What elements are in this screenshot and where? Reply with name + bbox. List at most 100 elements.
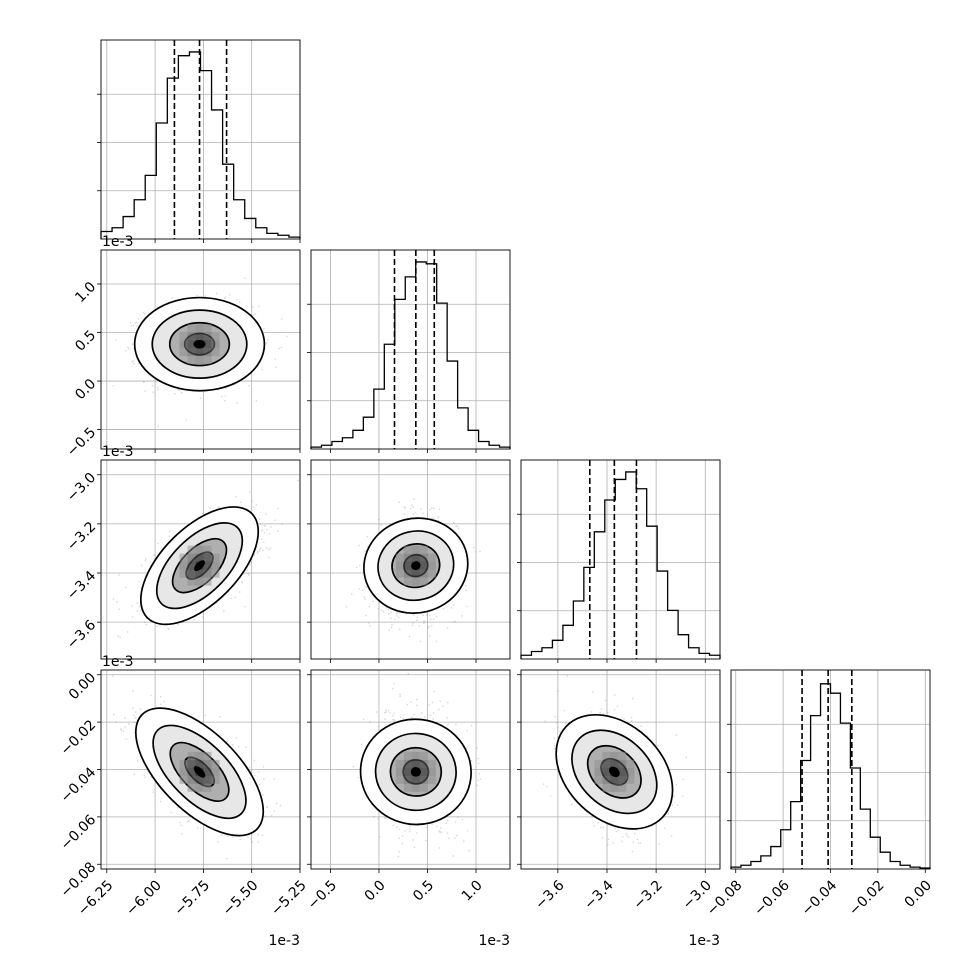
density-cell: [403, 577, 412, 586]
density-cell: [419, 759, 428, 768]
axes-frame: [730, 669, 931, 870]
y-offset-label: 1e-3: [102, 234, 133, 250]
density-cell: [195, 759, 204, 768]
density-cell: [618, 775, 627, 784]
density-cell: [195, 324, 204, 333]
density-cell: [179, 767, 188, 776]
axes-frame: [310, 669, 511, 870]
density-cell: [395, 553, 404, 562]
density-cell: [618, 767, 627, 776]
density-cell: [179, 553, 188, 562]
density-cell: [610, 775, 619, 784]
hist-panel-2: [517, 459, 721, 663]
axes-frame: [310, 459, 511, 660]
x-tick-label: 1.0: [459, 877, 486, 904]
density-cell: [203, 783, 212, 792]
density-cell: [411, 545, 420, 554]
x-tick-label: −0.06: [751, 877, 793, 919]
density-cell: [395, 561, 404, 570]
density-cell: [211, 775, 220, 784]
x-tick-label: 0.5: [410, 877, 437, 904]
density-cell: [203, 759, 212, 768]
density-cell: [419, 545, 428, 554]
y-tick-label: −0.04: [58, 764, 100, 806]
density-cell: [211, 332, 220, 341]
density-peak: [410, 767, 421, 777]
density-cell: [187, 751, 196, 760]
density-cell: [187, 332, 196, 341]
hist-panel-3: [727, 669, 931, 873]
density-cell: [610, 759, 619, 768]
density-cell: [411, 783, 420, 792]
density-cell: [427, 561, 436, 570]
density-cell: [395, 569, 404, 578]
density-cell: [187, 577, 196, 586]
y-tick-label: 0.0: [72, 376, 99, 403]
density-cell: [203, 348, 212, 357]
y-tick-label: 0.5: [72, 327, 99, 354]
density-cell: [195, 332, 204, 341]
density-cell: [203, 561, 212, 570]
density-cell: [203, 553, 212, 562]
density-cell: [411, 577, 420, 586]
y-tick-label: 1.0: [72, 279, 99, 306]
x-tick-label: −3.6: [532, 877, 567, 912]
y-offset-label: 1e-3: [102, 444, 133, 460]
density-cell: [179, 569, 188, 578]
density-cell: [179, 759, 188, 768]
density-cell: [403, 553, 412, 562]
panel-content: [311, 460, 510, 659]
panel-content: [101, 250, 300, 449]
density-cell: [618, 759, 627, 768]
x-tick-label: −3.2: [631, 877, 666, 912]
density-cell: [602, 759, 611, 768]
x-tick-label: −0.04: [799, 877, 841, 919]
offset-labels: 1e-3 1e-3 1e-3 1e-3 1e-3 1e-3: [102, 234, 720, 949]
density-cell: [187, 775, 196, 784]
density-cell: [211, 348, 220, 357]
hist-panel-0: [97, 39, 301, 243]
panel-content: [311, 670, 510, 869]
x-tick-label: 0.0: [362, 877, 389, 904]
panel-content: [101, 460, 300, 659]
density-cell: [211, 553, 220, 562]
density-cell: [427, 759, 436, 768]
density-cell: [626, 759, 635, 768]
histogram-step: [310, 261, 511, 449]
density-cell: [187, 356, 196, 365]
density-cell: [195, 553, 204, 562]
axes-frame: [520, 669, 721, 870]
density-cell: [203, 332, 212, 341]
x-tick-label: −0.02: [846, 877, 888, 919]
density-peak: [194, 560, 205, 572]
x-tick-label: −0.08: [704, 877, 746, 919]
density-cell: [411, 751, 420, 760]
histogram-step: [730, 683, 931, 869]
density-cell: [211, 561, 220, 570]
density-cell: [203, 577, 212, 586]
density-cell: [411, 759, 420, 768]
density-cell: [602, 783, 611, 792]
density-cell: [179, 561, 188, 570]
scatter-panel-2-0: [97, 459, 301, 663]
density-cell: [626, 775, 635, 784]
y-tick-label: −3.4: [64, 568, 99, 603]
scatter-panel-2-1: [307, 459, 511, 663]
density-cell: [203, 545, 212, 554]
density-cell: [187, 767, 196, 776]
axes-frame: [100, 669, 301, 870]
panel-content: [521, 670, 720, 869]
density-cell: [626, 767, 635, 776]
y-tick-label: −0.06: [58, 812, 100, 854]
axes-frame: [100, 459, 301, 660]
density-cell: [419, 569, 428, 578]
x-tick-label: −5.50: [220, 877, 262, 919]
density-cell: [411, 775, 420, 784]
density-cell: [427, 767, 436, 776]
density-cell: [195, 356, 204, 365]
density-cell: [195, 569, 204, 578]
density-cell: [403, 759, 412, 768]
x-offset-label: 1e-3: [479, 933, 510, 949]
density-cell: [419, 767, 428, 776]
density-cell: [179, 348, 188, 357]
